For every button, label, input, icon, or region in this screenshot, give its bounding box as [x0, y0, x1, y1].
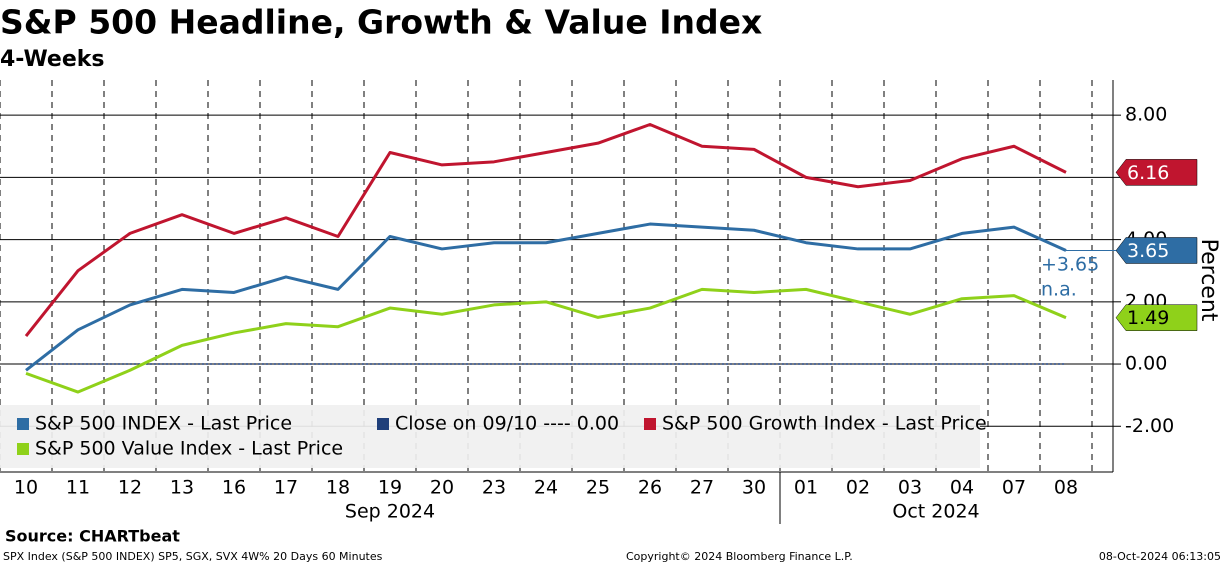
- y-tick-label: 8.00: [1125, 104, 1167, 126]
- x-tick-label: 25: [586, 477, 610, 499]
- last-value-tag: [1115, 159, 1198, 186]
- x-tick-label: 16: [222, 477, 246, 499]
- last-value-label: 3.65: [1127, 240, 1169, 262]
- x-tick-label: 17: [274, 477, 298, 499]
- y-tick-label: -2.00: [1125, 415, 1174, 437]
- month-label: Oct 2024: [892, 501, 979, 523]
- x-tick-label: 08: [1054, 477, 1078, 499]
- footer-right: 08-Oct-2024 06:13:05: [1099, 550, 1221, 563]
- x-tick-label: 13: [170, 477, 194, 499]
- source: Source: CHARTbeat: [5, 527, 180, 546]
- x-tick-label: 18: [326, 477, 350, 499]
- legend-box: [0, 405, 980, 468]
- legend-label: S&P 500 Growth Index - Last Price: [662, 413, 987, 435]
- series-line: [25, 287, 1067, 394]
- legend-label: S&P 500 INDEX - Last Price: [35, 413, 292, 435]
- series-line: [25, 222, 1067, 372]
- series-line: [24, 122, 1067, 337]
- x-tick-label: 26: [638, 477, 662, 499]
- last-value-tag: [1115, 304, 1198, 331]
- x-tick-label: 04: [950, 477, 974, 499]
- x-tick-label: 30: [742, 477, 766, 499]
- chart-title: S&P 500 Headline, Growth & Value Index: [0, 3, 762, 42]
- footer-left: SPX Index (S&P 500 INDEX) SP5, SGX, SVX …: [3, 550, 383, 563]
- x-tick-label: 12: [118, 477, 142, 499]
- x-tick-label: 19: [378, 477, 402, 499]
- footer-center: Copyright© 2024 Bloomberg Finance L.P.: [626, 550, 853, 563]
- legend-label: S&P 500 Value Index - Last Price: [35, 438, 343, 460]
- x-tick-label: 10: [14, 477, 38, 499]
- x-tick-label: 20: [430, 477, 454, 499]
- month-label: Sep 2024: [345, 501, 435, 523]
- legend: S&P 500 INDEX - Last Price Close on 09/10…: [0, 405, 987, 468]
- legend-swatch: [377, 418, 389, 430]
- x-tick-label: 01: [794, 477, 818, 499]
- annotation: +3.65: [1041, 254, 1099, 276]
- legend-swatch: [17, 443, 29, 455]
- legend-swatch: [644, 418, 656, 430]
- x-tick-label: 03: [898, 477, 922, 499]
- last-value-tag: [1115, 237, 1198, 264]
- last-value-label: 6.16: [1127, 162, 1169, 184]
- legend-swatch: [17, 418, 29, 430]
- y-tick-label: 0.00: [1125, 353, 1167, 375]
- last-value-label: 1.49: [1127, 307, 1169, 329]
- x-tick-label: 27: [690, 477, 714, 499]
- x-tick-label: 11: [66, 477, 90, 499]
- x-tick-label: 07: [1002, 477, 1026, 499]
- x-tick-label: 02: [846, 477, 870, 499]
- x-tick-label: 23: [482, 477, 506, 499]
- y-axis-title: Percent: [1196, 239, 1221, 322]
- x-tick-label: 24: [534, 477, 558, 499]
- legend-label: Close on 09/10 ---- 0.00: [395, 413, 619, 435]
- chart-subtitle: 4-Weeks: [0, 47, 105, 72]
- annotation: n.a.: [1041, 279, 1077, 301]
